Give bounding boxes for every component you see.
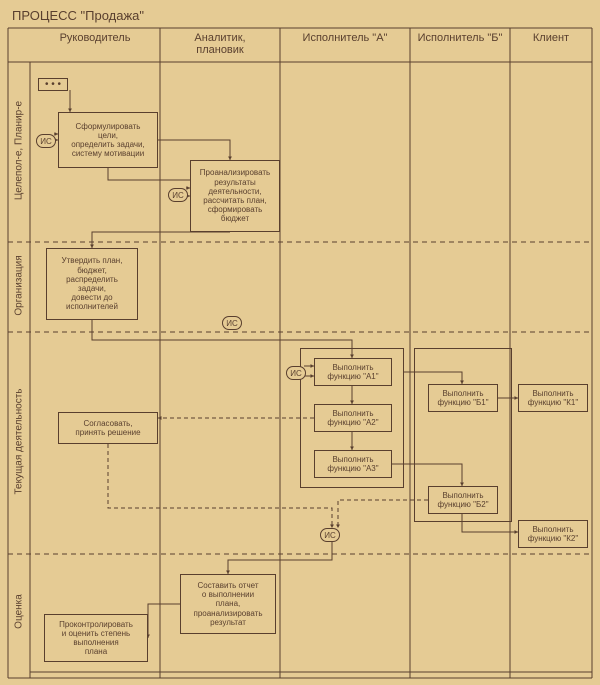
flow-node: Выполнить функцию "А1" [314, 358, 392, 386]
flow-node: Выполнить функцию "К2" [518, 520, 588, 548]
row-header: Текущая деятельность [14, 331, 25, 553]
row-header: Оценка [14, 553, 25, 671]
is-tag: ИС [286, 366, 306, 380]
col-header: Исполнитель "А" [280, 32, 410, 44]
flow-node: Проанализировать результаты деятельности… [190, 160, 280, 232]
col-header: Клиент [510, 32, 592, 44]
col-header: Исполнитель "Б" [410, 32, 510, 44]
flow-node: Выполнить функцию "Б1" [428, 384, 498, 412]
ellipsis-box: • • • [38, 78, 68, 91]
is-tag: ИС [222, 316, 242, 330]
col-header: Руководитель [30, 32, 160, 44]
is-tag: ИС [168, 188, 188, 202]
is-tag: ИС [320, 528, 340, 542]
flow-node: Составить отчет о выполнении плана, проа… [180, 574, 276, 634]
process-title: ПРОЦЕСС "Продажа" [12, 8, 144, 23]
canvas-bg [0, 0, 600, 685]
is-tag: ИС [36, 134, 56, 148]
flow-node: Проконтролировать и оценить степень выпо… [44, 614, 148, 662]
flow-node: Согласовать, принять решение [58, 412, 158, 444]
flow-node: Сформулировать цели, определить задачи, … [58, 112, 158, 168]
flow-node: Утвердить план, бюджет, распределить зад… [46, 248, 138, 320]
row-header: Организация [14, 241, 25, 331]
flow-node: Выполнить функцию "А2" [314, 404, 392, 432]
flow-node: Выполнить функцию "Б2" [428, 486, 498, 514]
flow-node: Выполнить функцию "А3" [314, 450, 392, 478]
flow-node: Выполнить функцию "К1" [518, 384, 588, 412]
row-header: Целепол-е, Планир-е [14, 61, 25, 241]
col-header: Аналитик, плановик [160, 32, 280, 56]
